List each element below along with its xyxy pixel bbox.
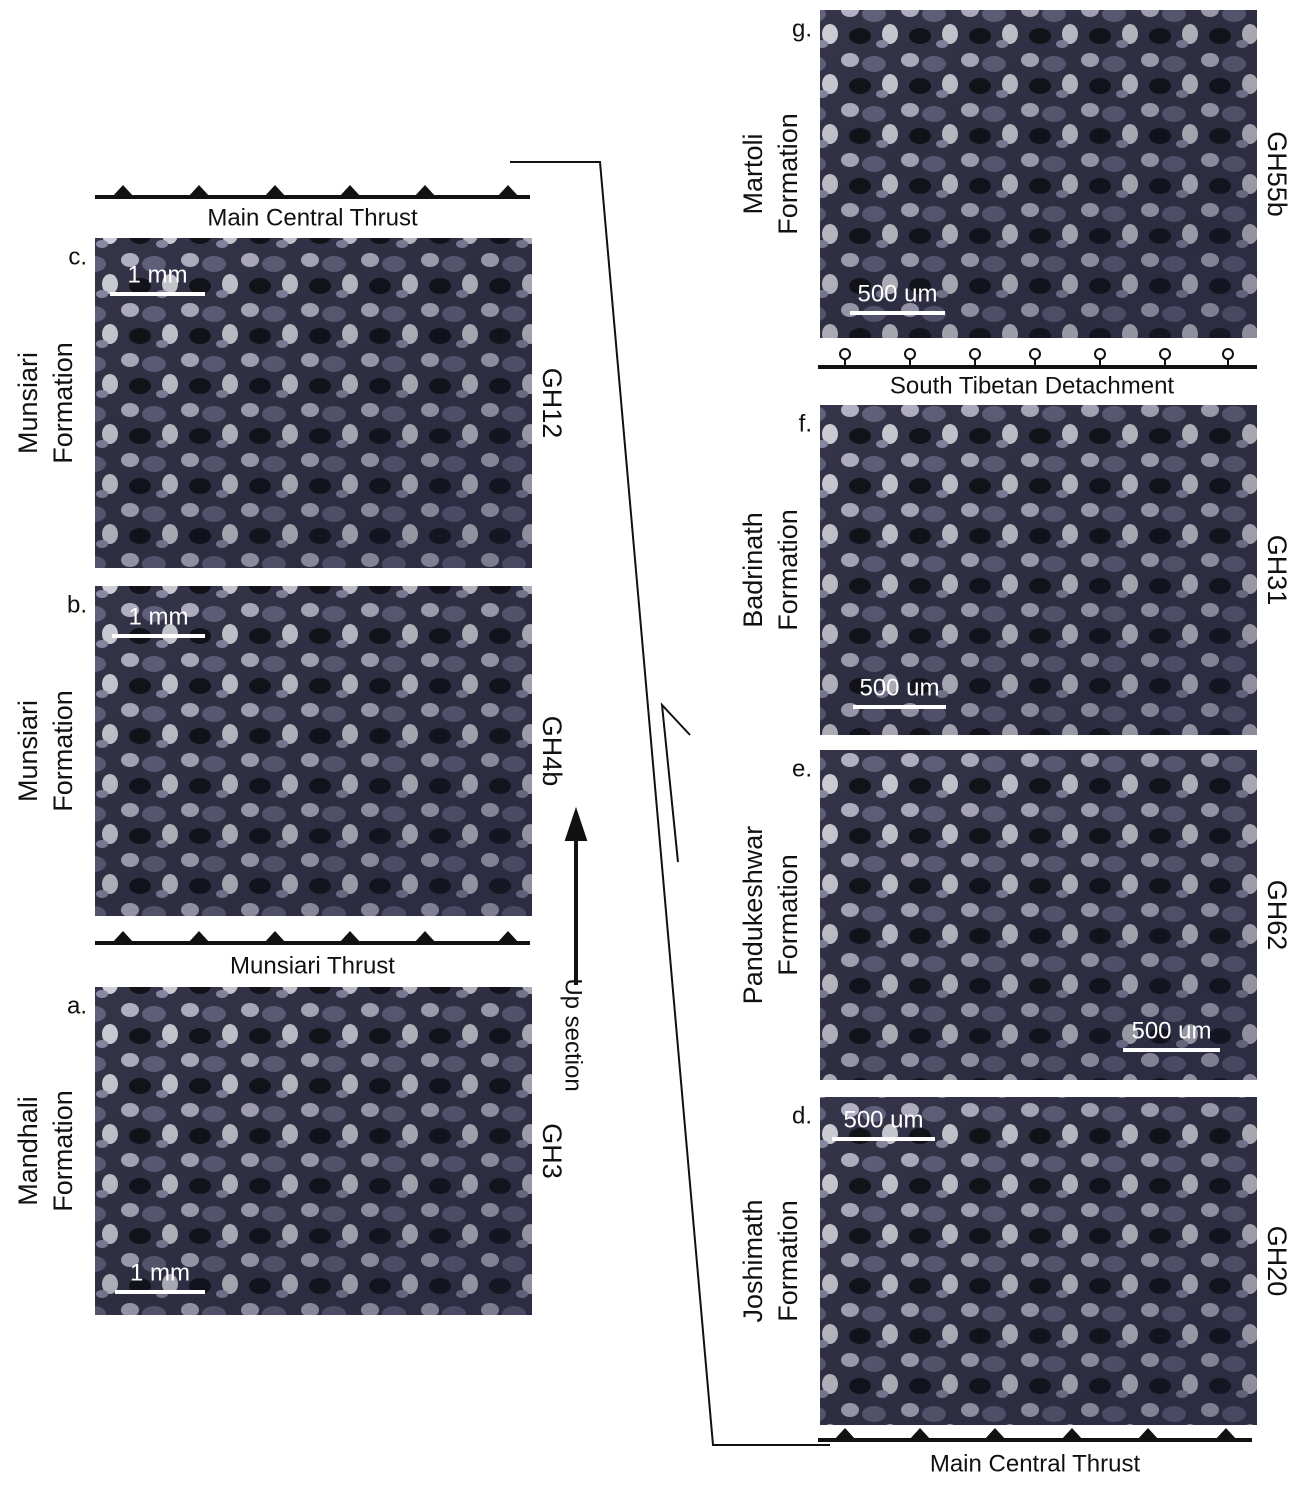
formation-word: Formation (48, 342, 78, 464)
fault-label: Munsiari Thrust (230, 952, 395, 979)
scale-label: 1 mm (128, 261, 188, 288)
sample-id: GH55b (1262, 131, 1292, 217)
panel-letter: a. (67, 992, 87, 1019)
thrust-tooth (414, 931, 436, 943)
thrust-tooth (497, 931, 519, 943)
thrust-tooth (834, 1428, 856, 1440)
sample-id: GH12 (537, 368, 567, 439)
thrust-tooth (497, 185, 519, 197)
sample-id: GH62 (1262, 880, 1292, 951)
scale-label: 500 um (843, 1106, 923, 1133)
panel-letter: f. (799, 410, 812, 437)
thrust-tooth (264, 185, 286, 197)
thrust-tooth (112, 931, 134, 943)
detachment-circle (1223, 349, 1233, 359)
panel-letter: e. (792, 755, 812, 782)
panel-letter: g. (792, 15, 812, 42)
thrust-tooth (1061, 1428, 1083, 1440)
formation-name: Martoli (738, 133, 768, 214)
detachment-circle (1030, 349, 1040, 359)
thrust-tooth (112, 185, 134, 197)
detachment-circle (1160, 349, 1170, 359)
formation-word: Formation (773, 113, 803, 235)
thrust-tooth (1137, 1428, 1159, 1440)
detachment-circle (1095, 349, 1105, 359)
fault-label: South Tibetan Detachment (890, 372, 1175, 399)
thrust-tooth (188, 185, 210, 197)
formation-word: Formation (773, 509, 803, 631)
up-section-label: Up section (560, 978, 587, 1091)
scale-label: 500 um (1131, 1017, 1211, 1044)
thrust-tooth (188, 931, 210, 943)
formation-word: Formation (773, 854, 803, 976)
formation-name: Mandhali (13, 1096, 43, 1206)
formation-name: Munsiari (13, 700, 43, 802)
formation-word: Formation (48, 1090, 78, 1212)
scale-label: 1 mm (129, 603, 189, 630)
thrust-tooth (909, 1428, 931, 1440)
figure: Up section Main Central Thrust Munsiari T… (0, 0, 1300, 1486)
thrust-tooth (339, 931, 361, 943)
scale-label: 1 mm (130, 1259, 190, 1286)
sample-id: GH20 (1262, 1226, 1292, 1297)
detachment-circle (905, 349, 915, 359)
detachment-circle (840, 349, 850, 359)
formation-name: Pandukeshwar (738, 826, 768, 1005)
thrust-tooth (1215, 1428, 1237, 1440)
scale-label: 500 um (859, 674, 939, 701)
sample-id: GH4b (537, 716, 567, 787)
sample-id: GH31 (1262, 535, 1292, 606)
formation-name: Munsiari (13, 352, 43, 454)
panel-letter: d. (792, 1102, 812, 1129)
thrust-tooth (984, 1428, 1006, 1440)
formation-word: Formation (773, 1200, 803, 1322)
panel-letter: c. (68, 243, 87, 270)
thrust-tooth (264, 931, 286, 943)
formation-word: Formation (48, 690, 78, 812)
formation-name: Badrinath (738, 512, 768, 628)
micrograph-shade (820, 1097, 1257, 1425)
formation-name: Joshimath (738, 1199, 768, 1322)
thrust-tooth (414, 185, 436, 197)
detachment-circle (970, 349, 980, 359)
scale-label: 500 um (857, 280, 937, 307)
sample-id: GH3 (537, 1123, 567, 1179)
panel-letter: b. (67, 591, 87, 618)
fault-label: Main Central Thrust (930, 1450, 1141, 1477)
thrust-tooth (339, 185, 361, 197)
fault-label: Main Central Thrust (207, 204, 418, 231)
